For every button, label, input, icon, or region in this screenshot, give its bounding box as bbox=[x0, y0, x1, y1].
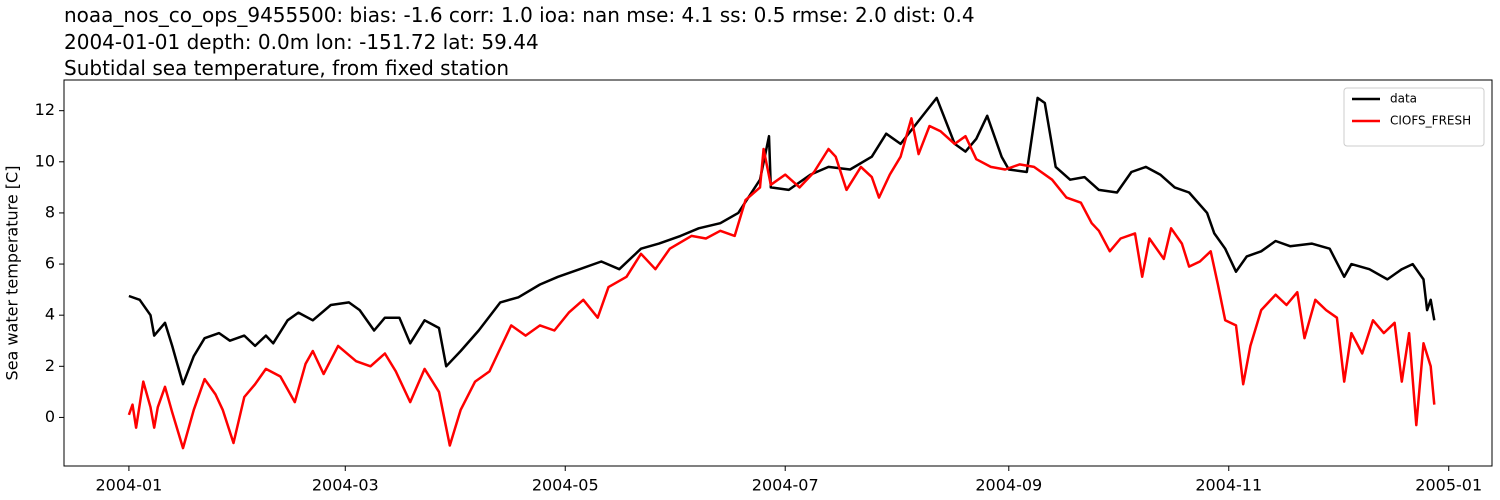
y-tick-label: 10 bbox=[35, 151, 55, 170]
series-line bbox=[127, 117, 1436, 450]
y-tick-label: 6 bbox=[45, 254, 55, 273]
y-tick-label: 0 bbox=[45, 407, 55, 426]
x-tick-label: 2005-01 bbox=[1415, 476, 1482, 495]
legend-label: data bbox=[1390, 92, 1417, 106]
x-tick-label: 2004-05 bbox=[532, 476, 599, 495]
y-axis-label: Sea water temperature [C] bbox=[3, 166, 22, 381]
x-tick-label: 2004-09 bbox=[975, 476, 1042, 495]
x-tick-label: 2004-07 bbox=[752, 476, 819, 495]
plot-frame bbox=[63, 79, 1493, 467]
series-line bbox=[128, 96, 1436, 386]
legend-box bbox=[1343, 87, 1485, 147]
y-tick-label: 8 bbox=[45, 202, 55, 221]
chart-subtitle: 2004-01-01 depth: 0.0m lon: -151.72 lat:… bbox=[64, 30, 539, 54]
x-tick-label: 2004-03 bbox=[312, 476, 379, 495]
y-tick-label: 12 bbox=[35, 100, 55, 119]
x-tick-label: 2004-11 bbox=[1195, 476, 1262, 495]
x-tick-label: 2004-01 bbox=[95, 476, 162, 495]
chart-subtitle: Subtidal sea temperature, from fixed sta… bbox=[64, 56, 509, 80]
y-tick-label: 2 bbox=[45, 356, 55, 375]
y-tick-label: 4 bbox=[45, 305, 55, 324]
legend-label: CIOFS_FRESH bbox=[1390, 114, 1471, 128]
chart-title: noaa_nos_co_ops_9455500: bias: -1.6 corr… bbox=[64, 3, 975, 27]
